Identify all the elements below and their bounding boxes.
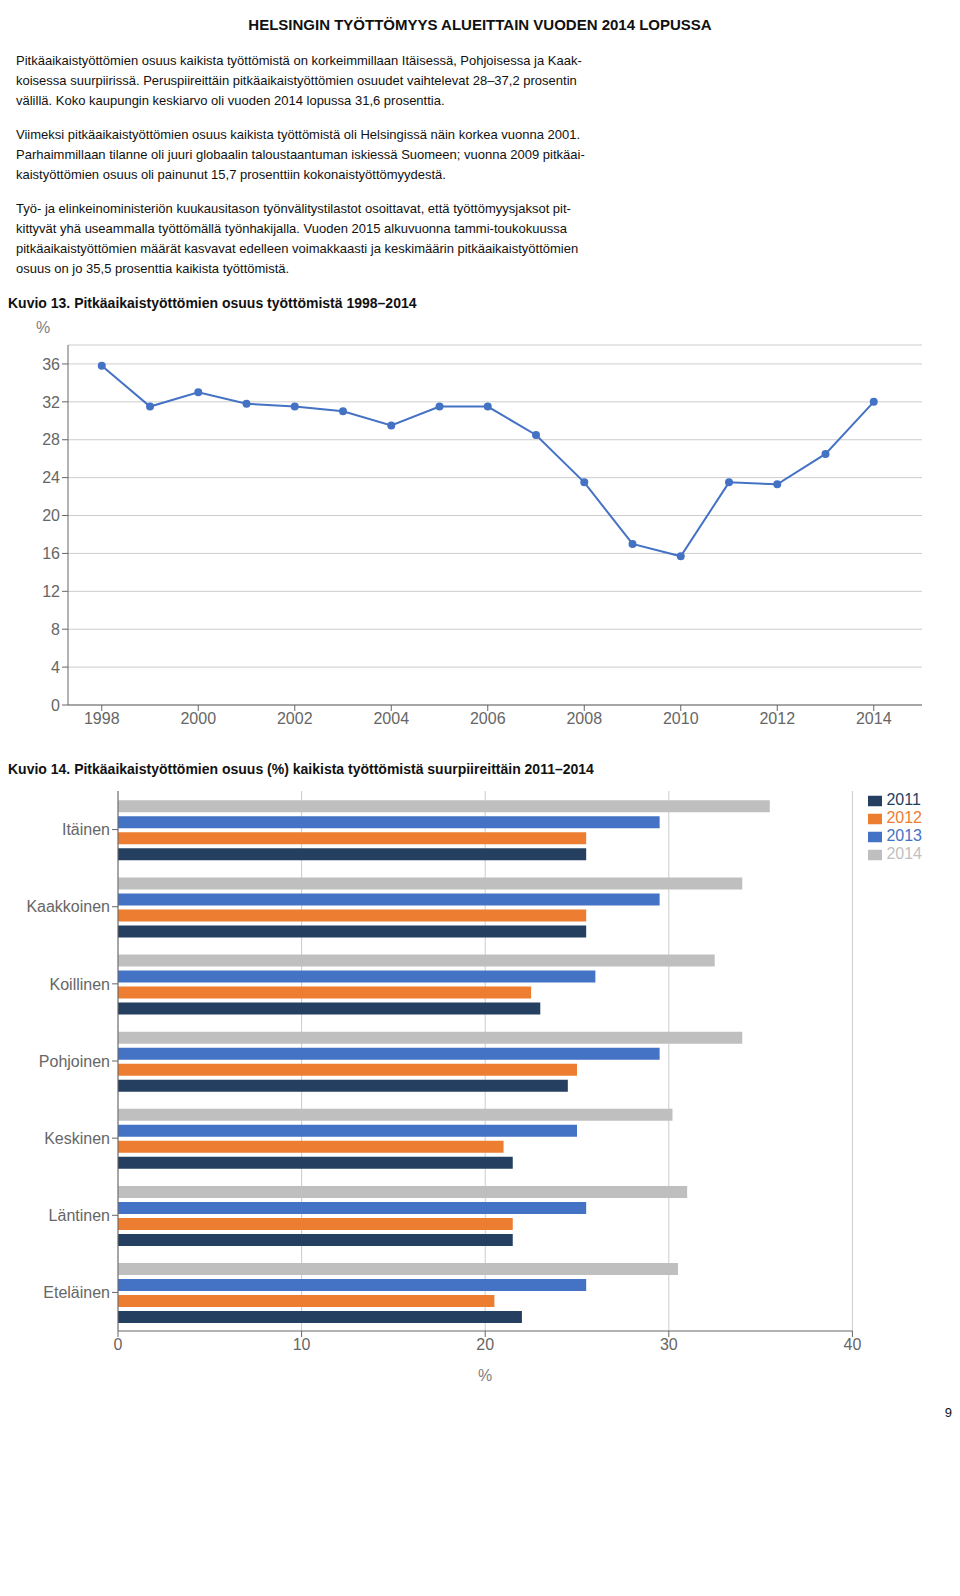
html-text:kittyvät yhä useammalla työttö: kittyvät yhä useammalla työttömällä työn… — [16, 221, 567, 236]
svg-text:Itäinen: Itäinen — [62, 821, 110, 838]
svg-text:36: 36 — [42, 356, 60, 373]
svg-text:%: % — [36, 319, 50, 336]
html-text:pitkäaikaistyöttömien määrät k: pitkäaikaistyöttömien määrät kasvavat ed… — [16, 241, 579, 256]
svg-text:0: 0 — [114, 1336, 123, 1353]
svg-text:2000: 2000 — [180, 710, 216, 727]
svg-text:24: 24 — [42, 469, 60, 486]
html-text:kaistyöttömien osuus oli painu: kaistyöttömien osuus oli painunut 15,7 p… — [16, 167, 446, 182]
html-text:koisessa suurpiirissä. Peruspi: koisessa suurpiirissä. Peruspiireittäin … — [16, 73, 577, 88]
svg-text:%: % — [478, 1367, 492, 1384]
html-text:2011: 2011 — [886, 791, 921, 808]
svg-text:2008: 2008 — [566, 710, 602, 727]
svg-text:10: 10 — [293, 1336, 311, 1353]
html-text:Työ- ja elinkeinoministeriön k: Työ- ja elinkeinoministeriön kuukausitas… — [16, 201, 571, 216]
html-text:2012: 2012 — [886, 809, 922, 826]
svg-text:2006: 2006 — [470, 710, 506, 727]
svg-text:4: 4 — [51, 659, 60, 676]
svg-text:28: 28 — [42, 431, 60, 448]
svg-text:16: 16 — [42, 545, 60, 562]
svg-text:12: 12 — [42, 583, 60, 600]
html-text:Kuvio 14. Pitkäaikaistyöttömie: Kuvio 14. Pitkäaikaistyöttömien osuus (%… — [8, 761, 594, 777]
svg-text:2004: 2004 — [373, 710, 409, 727]
svg-text:2014: 2014 — [856, 710, 892, 727]
svg-text:Koillinen: Koillinen — [50, 976, 110, 993]
svg-text:Kaakkoinen: Kaakkoinen — [26, 898, 110, 915]
svg-text:Keskinen: Keskinen — [44, 1130, 110, 1147]
html-text:Pitkäaikaistyöttömien osuus ka: Pitkäaikaistyöttömien osuus kaikista työ… — [16, 53, 582, 68]
svg-text:Läntinen: Läntinen — [49, 1207, 110, 1224]
svg-text:20: 20 — [476, 1336, 494, 1353]
html-text:Kuvio 13. Pitkäaikaistyöttömie: Kuvio 13. Pitkäaikaistyöttömien osuus ty… — [8, 295, 417, 311]
svg-text:30: 30 — [660, 1336, 678, 1353]
html-text:välillä. Koko kaupungin keskia: välillä. Koko kaupungin keskiarvo oli vu… — [16, 93, 445, 108]
svg-text:Eteläinen: Eteläinen — [43, 1284, 110, 1301]
html-text:9: 9 — [944, 1405, 952, 1420]
svg-text:40: 40 — [844, 1336, 862, 1353]
svg-text:2010: 2010 — [663, 710, 699, 727]
html-text:osuus on jo 35,5 prosenttia ka: osuus on jo 35,5 prosenttia kaikista työ… — [16, 261, 290, 276]
html-text:Viimeksi pitkäaikaistyöttömien: Viimeksi pitkäaikaistyöttömien osuus kai… — [16, 127, 581, 142]
html-text:Parhaimmillaan tilanne oli juu: Parhaimmillaan tilanne oli juuri globaal… — [16, 147, 585, 162]
svg-text:2002: 2002 — [277, 710, 313, 727]
svg-text:0: 0 — [51, 697, 60, 714]
svg-text:8: 8 — [51, 621, 60, 638]
svg-text:32: 32 — [42, 394, 60, 411]
html-text:2014: 2014 — [886, 845, 922, 862]
html-text:HELSINGIN TYÖTTÖMYYS ALUEITTAI: HELSINGIN TYÖTTÖMYYS ALUEITTAIN VUODEN 2… — [248, 16, 712, 33]
html-text:2013: 2013 — [886, 827, 922, 844]
svg-text:Pohjoinen: Pohjoinen — [39, 1053, 110, 1070]
svg-text:2012: 2012 — [759, 710, 795, 727]
svg-text:1998: 1998 — [84, 710, 120, 727]
svg-text:20: 20 — [42, 507, 60, 524]
